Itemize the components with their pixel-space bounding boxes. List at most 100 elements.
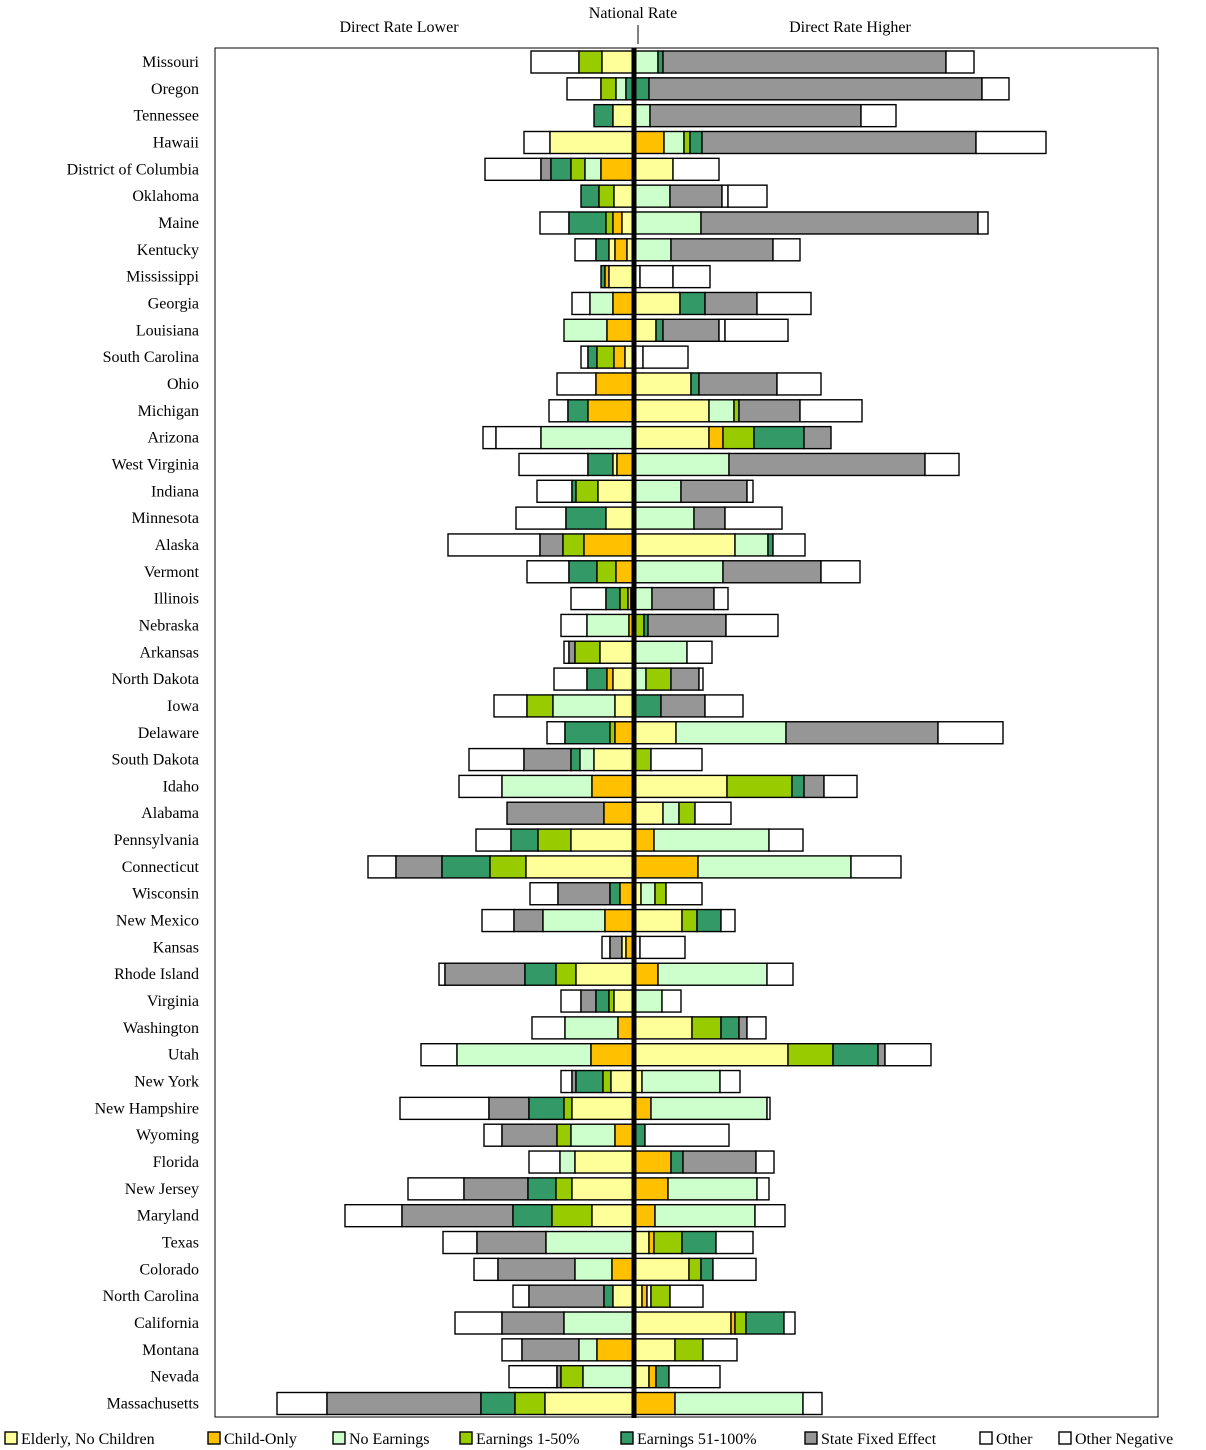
bar-new-mexico-neg-no-earnings-2	[542, 908, 606, 933]
bar-virginia-neg-earnings-51-100-2	[595, 989, 610, 1013]
bar-new-hampshire-neg-elderly-no-children-4	[571, 1096, 635, 1121]
bar-colorado-pos-elderly-no-children-0	[633, 1257, 690, 1282]
bar-west-virginia-pos-no-earnings-0	[633, 452, 730, 477]
bar-south-dakota-neg-earnings-51-100-2	[570, 747, 581, 772]
bar-connecticut-pos-child-only-0	[633, 855, 699, 879]
bar-minnesota-pos-other-2	[724, 506, 783, 530]
state-label-ohio: Ohio	[167, 376, 199, 393]
bar-north-carolina-neg-elderly-no-children-3	[612, 1284, 635, 1308]
bar-florida-pos-other-3	[755, 1150, 775, 1174]
bar-massachusetts-neg-earnings-1-50-3	[514, 1391, 546, 1416]
bar-oklahoma-pos-other-2	[721, 184, 729, 208]
state-label-alabama: Alabama	[141, 805, 199, 822]
bar-montana-pos-earnings-1-50-1	[674, 1338, 704, 1362]
bar-connecticut-neg-earnings-1-50-3	[489, 855, 527, 879]
bar-north-dakota-pos-earnings-1-50-1	[645, 667, 672, 691]
bar-idaho-neg-child-only-2	[591, 774, 635, 799]
bar-montana-neg-state-fixed-effect-1	[521, 1338, 580, 1362]
bar-rhode-island-neg-earnings-51-100-2	[524, 962, 557, 986]
legend-label-earnings-1-50: Earnings 1-50%	[476, 1431, 580, 1448]
bar-minnesota-pos-state-fixed-effect-1	[693, 506, 726, 530]
state-label-south-carolina: South Carolina	[103, 349, 199, 366]
center-header: National Rate	[589, 5, 677, 22]
bar-georgia-pos-state-fixed-effect-2	[704, 291, 758, 316]
bar-pennsylvania-neg-elderly-no-children-3	[570, 828, 635, 852]
legend-label-no-earnings: No Earnings	[349, 1431, 429, 1448]
state-label-california: California	[134, 1315, 199, 1332]
state-label-virginia: Virginia	[147, 993, 199, 1010]
bar-new-hampshire-neg-state-fixed-effect-1	[488, 1096, 530, 1121]
bar-south-carolina-neg-child-only-3	[613, 345, 626, 369]
bar-oregon-neg-no-earnings-2	[615, 77, 627, 101]
bar-iowa-pos-earnings-51-100-0	[633, 694, 662, 718]
state-label-district-of-columbia: District of Columbia	[67, 161, 199, 178]
bar-district-of-columbia-neg-earnings-1-50-3	[570, 157, 586, 182]
bar-kentucky-pos-no-earnings-0	[633, 238, 672, 262]
bar-missouri-pos-other-3	[945, 50, 975, 74]
bar-new-york-pos-other-2	[719, 1069, 741, 1094]
bar-washington-neg-other-negative-0	[531, 1016, 566, 1040]
bar-new-mexico-neg-child-only-3	[604, 908, 635, 933]
bar-alabama-pos-no-earnings-1	[662, 801, 680, 825]
bar-north-dakota-neg-earnings-51-100-1	[586, 667, 608, 691]
bar-maine-pos-no-earnings-0	[633, 211, 702, 235]
bar-delaware-pos-no-earnings-1	[675, 721, 787, 745]
state-label-west-virginia: West Virginia	[112, 456, 199, 473]
bar-alaska-neg-state-fixed-effect-1	[539, 533, 564, 557]
bar-rhode-island-neg-elderly-no-children-4	[575, 962, 635, 986]
bar-texas-pos-earnings-51-100-3	[681, 1230, 717, 1255]
bar-arizona-pos-earnings-1-50-2	[722, 425, 755, 450]
bar-connecticut-pos-other-2	[850, 855, 902, 879]
bar-arkansas-neg-state-fixed-effect-1	[568, 640, 576, 664]
bar-virginia-neg-elderly-no-children-4	[613, 989, 635, 1013]
bar-rhode-island-neg-other-negative-0	[438, 962, 446, 986]
state-label-michigan: Michigan	[138, 403, 199, 420]
bar-wyoming-pos-other-1	[644, 1123, 730, 1147]
bar-new-york-pos-no-earnings-1	[641, 1069, 721, 1094]
state-label-illinois: Illinois	[154, 591, 199, 608]
bar-virginia-neg-state-fixed-effect-1	[580, 989, 597, 1013]
bar-new-york-neg-other-negative-0	[560, 1069, 573, 1094]
bar-north-carolina-neg-earnings-51-100-2	[603, 1284, 614, 1308]
bar-north-carolina-neg-state-fixed-effect-1	[528, 1284, 605, 1308]
bar-missouri-neg-earnings-1-50-1	[578, 50, 603, 74]
state-label-new-mexico: New Mexico	[116, 913, 199, 930]
bar-nevada-neg-no-earnings-3	[582, 1364, 635, 1389]
bar-massachusetts-neg-other-negative-0	[276, 1391, 328, 1416]
bar-illinois-pos-state-fixed-effect-1	[651, 586, 715, 611]
bar-alabama-pos-earnings-1-50-2	[678, 801, 696, 825]
bar-wisconsin-neg-state-fixed-effect-1	[557, 882, 611, 906]
bar-minnesota-pos-no-earnings-0	[633, 506, 695, 530]
bar-vermont-pos-state-fixed-effect-1	[722, 560, 822, 584]
state-label-delaware: Delaware	[138, 725, 199, 742]
bar-alabama-neg-child-only-1	[603, 801, 635, 825]
bar-georgia-pos-earnings-51-100-1	[679, 291, 706, 316]
bar-north-dakota-neg-other-negative-0	[553, 667, 588, 691]
bar-maine-neg-earnings-51-100-1	[568, 211, 607, 235]
state-label-indiana: Indiana	[151, 483, 199, 500]
bar-new-mexico-pos-elderly-no-children-0	[633, 908, 683, 933]
bar-indiana-pos-no-earnings-0	[633, 479, 682, 503]
bar-utah-pos-other-4	[884, 1043, 932, 1067]
bar-utah-neg-other-negative-0	[420, 1043, 458, 1067]
bar-iowa-neg-elderly-no-children-3	[614, 694, 635, 718]
bar-louisiana-pos-state-fixed-effect-2	[662, 318, 720, 342]
bar-louisiana-pos-earnings-51-100-1	[655, 318, 664, 342]
bar-texas-neg-no-earnings-2	[545, 1230, 635, 1255]
bar-florida-pos-state-fixed-effect-2	[682, 1150, 757, 1174]
legend-swatch-other-negative	[1058, 1431, 1072, 1445]
bar-nevada-neg-other-negative-0	[508, 1364, 558, 1389]
bar-delaware-neg-other-negative-0	[546, 721, 566, 745]
left-header: Direct Rate Lower	[339, 19, 459, 36]
bar-missouri-pos-state-fixed-effect-2	[662, 50, 947, 74]
bar-west-virginia-neg-child-only-3	[616, 452, 635, 477]
state-label-north-dakota: North Dakota	[111, 671, 199, 688]
bar-pennsylvania-neg-earnings-1-50-2	[537, 828, 572, 852]
bar-illinois-pos-other-2	[713, 586, 729, 611]
bar-kentucky-pos-state-fixed-effect-1	[670, 238, 774, 262]
bar-alaska-neg-earnings-1-50-2	[562, 533, 585, 557]
bar-alaska-pos-no-earnings-1	[734, 533, 769, 557]
legend-swatch-child-only	[207, 1431, 221, 1445]
bar-north-dakota-pos-state-fixed-effect-2	[670, 667, 700, 691]
